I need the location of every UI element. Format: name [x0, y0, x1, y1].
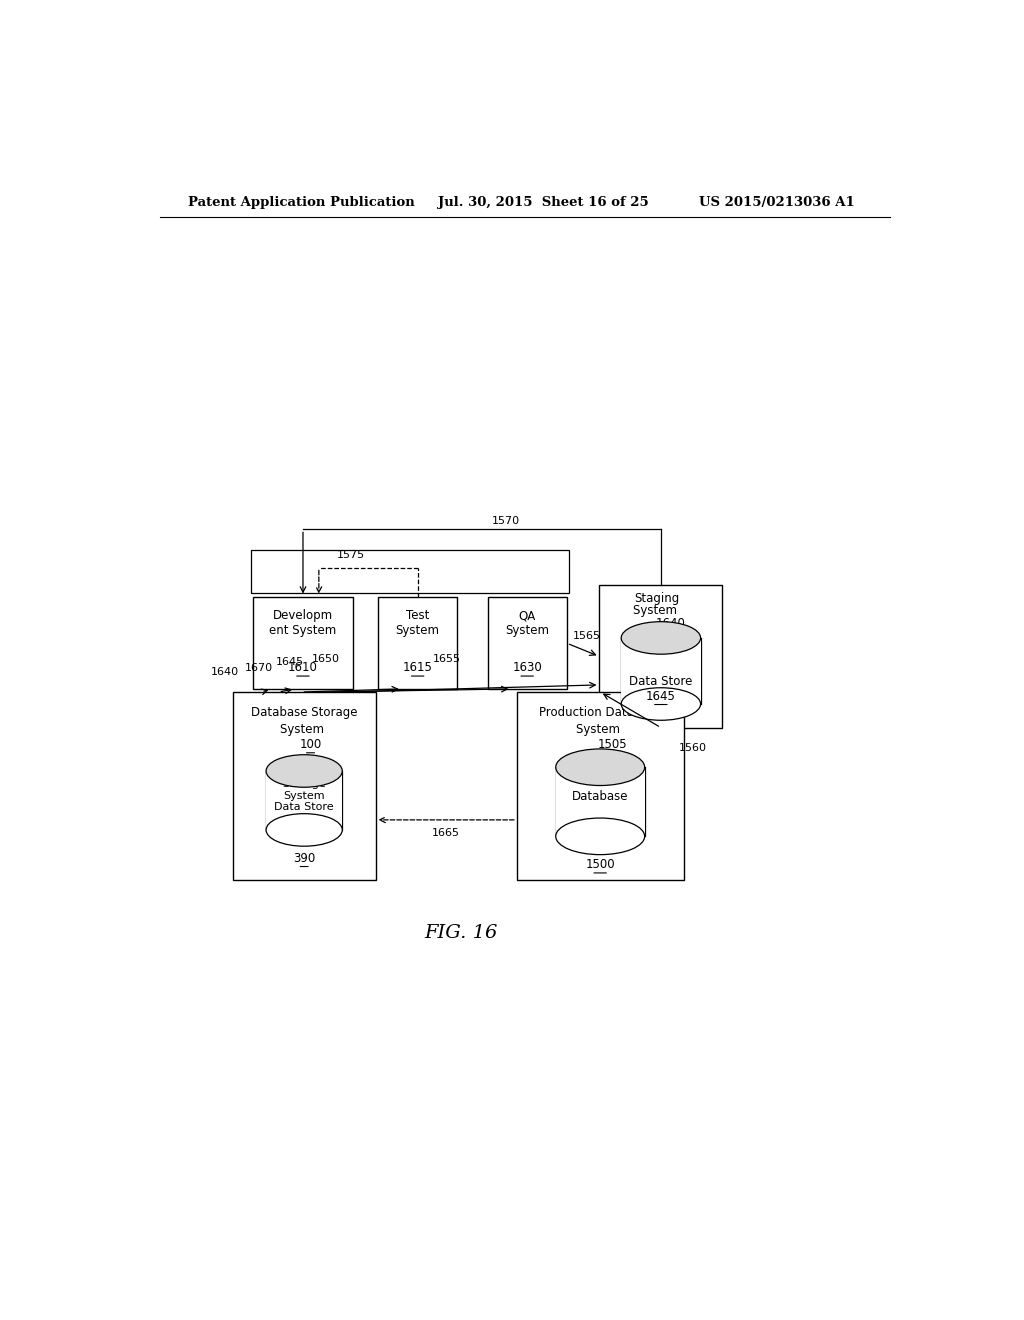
- Text: Data Store: Data Store: [629, 675, 692, 688]
- Text: System: System: [633, 605, 681, 618]
- Text: 1650: 1650: [311, 655, 340, 664]
- Text: QA
System: QA System: [505, 609, 549, 638]
- Bar: [487, 598, 567, 689]
- Ellipse shape: [556, 748, 645, 785]
- Bar: [599, 585, 722, 727]
- Text: 1640: 1640: [211, 667, 239, 677]
- Text: Jul. 30, 2015  Sheet 16 of 25: Jul. 30, 2015 Sheet 16 of 25: [437, 195, 648, 209]
- Text: 390: 390: [293, 851, 315, 865]
- Text: 1615: 1615: [402, 661, 432, 675]
- Text: 1630: 1630: [512, 661, 542, 675]
- Bar: [556, 767, 645, 837]
- Bar: [266, 771, 342, 830]
- Text: Staging: Staging: [634, 591, 680, 605]
- Text: Storage
System
Data Store: Storage System Data Store: [274, 779, 334, 812]
- Text: 1640: 1640: [655, 618, 685, 630]
- Bar: [517, 692, 684, 880]
- Ellipse shape: [556, 818, 645, 854]
- Text: Database Storage: Database Storage: [251, 706, 357, 719]
- Text: 1575: 1575: [337, 550, 365, 560]
- Text: 1665: 1665: [432, 828, 460, 838]
- Bar: [232, 692, 376, 880]
- Text: System: System: [281, 723, 328, 737]
- Text: Production Database: Production Database: [539, 706, 662, 719]
- Text: US 2015/0213036 A1: US 2015/0213036 A1: [699, 195, 855, 209]
- Bar: [251, 549, 569, 594]
- Bar: [253, 598, 352, 689]
- Ellipse shape: [622, 688, 700, 721]
- Text: 100: 100: [299, 738, 322, 751]
- Text: 1560: 1560: [679, 743, 707, 752]
- Text: System: System: [577, 723, 624, 737]
- Text: FIG. 16: FIG. 16: [425, 924, 498, 942]
- Ellipse shape: [266, 755, 342, 787]
- Ellipse shape: [622, 622, 700, 655]
- Text: 1570: 1570: [492, 516, 520, 527]
- Text: Patent Application Publication: Patent Application Publication: [187, 195, 415, 209]
- Text: 1670: 1670: [245, 663, 272, 673]
- Text: 1610: 1610: [288, 661, 317, 675]
- Text: 1505: 1505: [597, 738, 627, 751]
- Text: 1645: 1645: [275, 656, 304, 667]
- Text: Database: Database: [572, 789, 629, 803]
- Text: Developm
ent System: Developm ent System: [269, 609, 337, 638]
- Bar: [378, 598, 458, 689]
- Text: 1645: 1645: [646, 690, 676, 702]
- Text: Test
System: Test System: [395, 609, 439, 638]
- Text: 1500: 1500: [586, 858, 615, 871]
- Ellipse shape: [266, 813, 342, 846]
- Bar: [622, 638, 700, 704]
- Text: 1565: 1565: [572, 631, 601, 642]
- Text: 1655: 1655: [433, 655, 461, 664]
